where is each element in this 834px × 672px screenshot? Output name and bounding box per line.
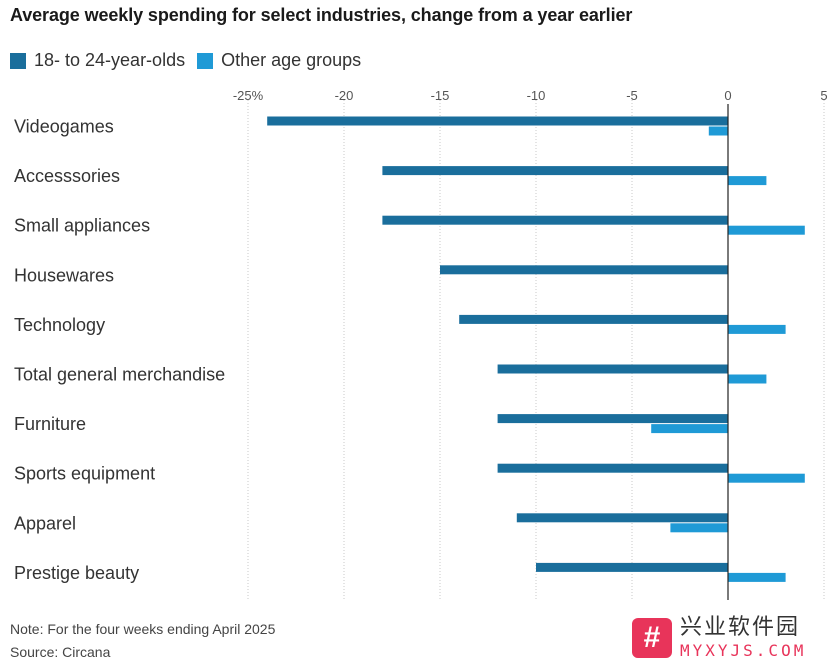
chart-note: Note: For the four weeks ending April 20…: [10, 621, 276, 637]
category-label: Prestige beauty: [14, 563, 139, 583]
category-label: Sports equipment: [14, 464, 155, 484]
bar-18-24: [382, 215, 728, 225]
x-tick-label: -25%: [233, 88, 264, 103]
x-tick-label: -20: [335, 88, 354, 103]
bar-other-ages: [670, 523, 728, 533]
bar-18-24: [516, 513, 728, 523]
bar-chart: -25% -20 -15 -10 -5 0 5 Videogames Accesssories S…: [14, 88, 828, 600]
bar-other-ages: [728, 374, 767, 384]
category-label: Furniture: [14, 414, 86, 434]
bar-other-ages: [728, 225, 805, 235]
bar-other-ages: [728, 473, 805, 483]
bar-other-ages: [728, 324, 786, 334]
category-label: Apparel: [14, 513, 76, 533]
watermark-en: MYXYJS.COM: [680, 641, 807, 660]
category-label: Small appliances: [14, 216, 150, 236]
chart-legend: 18- to 24-year-olds Other age groups: [10, 50, 373, 71]
watermark-logo-icon: #: [632, 618, 672, 658]
watermark-cn: 兴业软件园: [680, 615, 801, 640]
bar-18-24: [440, 265, 728, 275]
bar-18-24: [459, 314, 728, 324]
x-tick-label: -15: [431, 88, 450, 103]
legend-label-young: 18- to 24-year-olds: [34, 50, 186, 70]
chart-title: Average weekly spending for select indus…: [10, 5, 633, 25]
bar-18-24: [267, 116, 728, 126]
chart-source: Source: Circana: [10, 644, 111, 660]
category-label: Videogames: [14, 117, 114, 137]
legend-swatch-young: [10, 52, 26, 69]
x-tick-label: 0: [724, 88, 731, 103]
category-label: Total general merchandise: [14, 365, 225, 385]
bar-other-ages: [728, 176, 767, 186]
category-label: Technology: [14, 315, 105, 335]
bar-18-24: [536, 562, 728, 572]
bar-18-24: [497, 463, 728, 473]
bar-18-24: [382, 166, 728, 176]
x-tick-label: 5: [820, 88, 827, 103]
legend-item-young: 18- to 24-year-olds: [10, 50, 185, 71]
site-watermark: # 兴业软件园 MYXYJS.COM: [632, 612, 828, 664]
bar-other-ages: [651, 424, 728, 434]
legend-swatch-other: [197, 52, 214, 69]
category-label: Accesssories: [14, 166, 120, 186]
legend-label-other: Other age groups: [221, 50, 362, 70]
x-tick-label: -5: [626, 88, 638, 103]
legend-item-other: Other age groups: [197, 50, 361, 71]
bar-other-ages: [728, 572, 786, 582]
bar-18-24: [497, 414, 728, 424]
x-tick-label: -10: [527, 88, 546, 103]
bar-18-24: [497, 364, 728, 374]
category-label: Housewares: [14, 265, 114, 285]
watermark-text: 兴业软件园 MYXYJS.COM: [680, 617, 806, 659]
bar-other-ages: [708, 126, 728, 136]
